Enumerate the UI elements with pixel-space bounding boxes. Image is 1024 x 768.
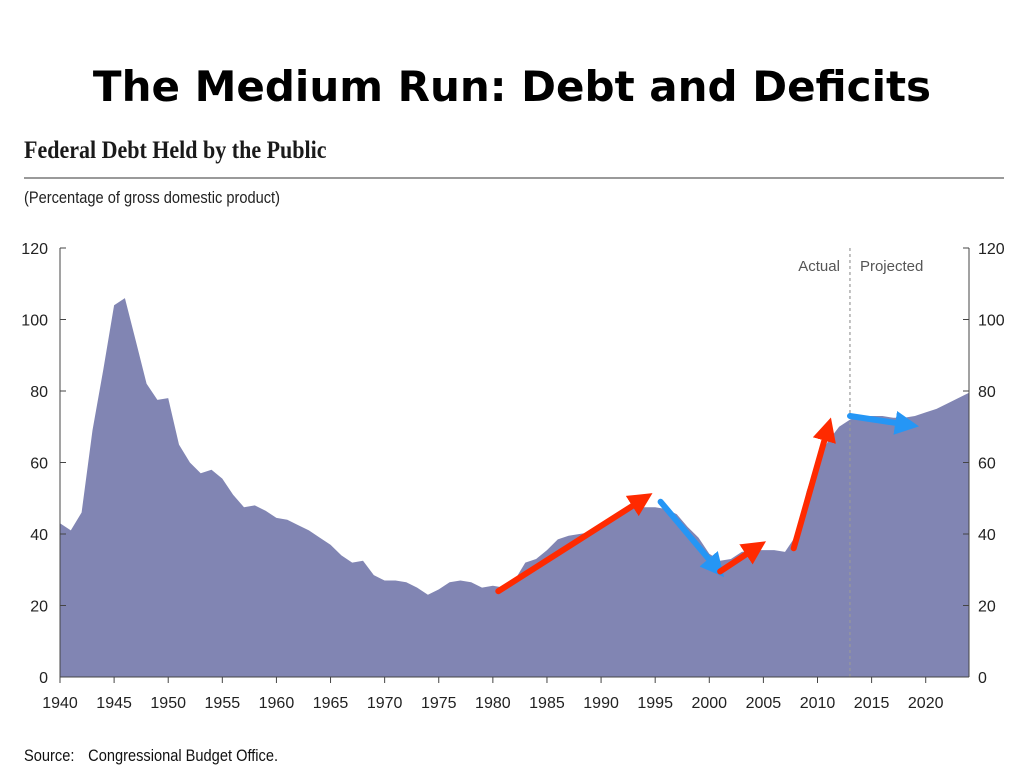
blue-arrow-annotation <box>657 498 725 578</box>
slide-title: The Medium Run: Debt and Deficits <box>92 62 932 111</box>
x-tick-label: 2020 <box>908 695 944 712</box>
y-tick-label-left: 60 <box>30 456 48 473</box>
x-tick-label: 1960 <box>259 695 295 712</box>
red-arrow-annotation <box>790 417 836 552</box>
title-divider <box>24 177 1004 179</box>
y-tick-label-right: 40 <box>978 527 996 544</box>
y-tick-label-right: 60 <box>978 456 996 473</box>
y-tick-label-left: 40 <box>30 527 48 544</box>
y-tick-label-right: 20 <box>978 599 996 616</box>
x-tick-label: 1955 <box>205 695 241 712</box>
y-tick-label-right: 0 <box>978 670 987 687</box>
y-tick-label-right: 80 <box>978 384 996 401</box>
x-tick-label: 1940 <box>42 695 78 712</box>
x-tick-label: 2000 <box>691 695 727 712</box>
x-tick-label: 1990 <box>583 695 619 712</box>
red-arrow-annotation <box>717 541 767 575</box>
source-label: Source: <box>24 746 75 765</box>
y-tick-label-left: 100 <box>21 313 48 330</box>
x-tick-label: 2005 <box>746 695 782 712</box>
y-tick-label-left: 80 <box>30 384 48 401</box>
blue-arrow-annotation <box>847 410 919 435</box>
x-tick-label: 1985 <box>529 695 565 712</box>
x-tick-label: 1995 <box>637 695 673 712</box>
y-tick-label-right: 100 <box>978 313 1005 330</box>
x-tick-label: 1970 <box>367 695 403 712</box>
y-tick-label-left: 120 <box>21 241 48 258</box>
debt-area <box>60 298 969 677</box>
x-tick-label: 1975 <box>421 695 457 712</box>
source-text: Congressional Budget Office. <box>88 746 279 765</box>
x-tick-label: 1945 <box>96 695 132 712</box>
x-tick-label: 1965 <box>313 695 349 712</box>
actual-label: Actual <box>798 258 840 275</box>
x-tick-label: 2010 <box>800 695 836 712</box>
x-tick-label: 1950 <box>150 695 186 712</box>
x-tick-label: 2015 <box>854 695 890 712</box>
y-tick-label-left: 0 <box>39 670 48 687</box>
y-tick-label-left: 20 <box>30 599 48 616</box>
x-tick-label: 1980 <box>475 695 511 712</box>
projected-label: Projected <box>860 258 923 275</box>
chart-title: Federal Debt Held by the Public <box>24 137 327 164</box>
source-note: Source: Congressional Budget Office. <box>24 746 292 766</box>
chart-subtitle: (Percentage of gross domestic product) <box>24 188 280 207</box>
red-arrow-annotation <box>495 493 653 595</box>
y-tick-label-right: 120 <box>978 241 1005 258</box>
